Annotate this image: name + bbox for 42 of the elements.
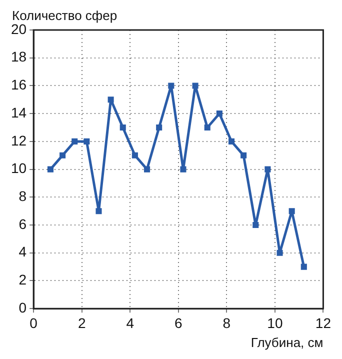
point xyxy=(252,222,259,228)
x-tick-label: 0 xyxy=(30,314,38,331)
y-tick-label: 18 xyxy=(10,48,27,65)
point xyxy=(168,82,174,89)
point xyxy=(192,82,198,89)
point xyxy=(264,166,271,172)
y-tick-label: 20 xyxy=(10,20,27,37)
y-axis-title: Количество сфер xyxy=(12,8,118,24)
y-tick-label: 8 xyxy=(18,188,27,204)
x-tick-label: 2 xyxy=(78,314,86,331)
y-tick-label: 6 xyxy=(18,216,27,232)
point xyxy=(180,166,186,172)
x-tick-label: 12 xyxy=(315,314,332,331)
y-tick-label: 16 xyxy=(10,76,27,93)
point xyxy=(132,152,138,158)
x-tick-label: 4 xyxy=(126,314,134,331)
y-tick-label: 12 xyxy=(10,132,27,148)
point xyxy=(240,152,247,158)
point xyxy=(300,264,307,270)
point xyxy=(276,250,283,256)
point xyxy=(84,138,90,144)
y-tick-label: 2 xyxy=(18,272,27,288)
point xyxy=(108,96,114,103)
x-axis-title: Глубина, см xyxy=(250,334,324,350)
x-tick-label: 8 xyxy=(222,314,231,331)
y-tick-label: 4 xyxy=(18,244,27,260)
point xyxy=(120,124,126,131)
point xyxy=(144,166,150,172)
point xyxy=(204,124,210,131)
point xyxy=(60,152,66,158)
point xyxy=(288,208,295,214)
point xyxy=(47,166,54,172)
point xyxy=(228,138,235,144)
x-tick-label: 6 xyxy=(174,314,182,331)
point xyxy=(72,138,78,144)
y-tick-label: 0 xyxy=(18,299,27,316)
x-tick-label: 10 xyxy=(267,314,283,331)
point xyxy=(96,208,102,214)
y-tick-label: 10 xyxy=(10,160,27,176)
point xyxy=(216,110,222,117)
y-tick-label: 14 xyxy=(10,104,27,120)
point xyxy=(156,124,162,131)
